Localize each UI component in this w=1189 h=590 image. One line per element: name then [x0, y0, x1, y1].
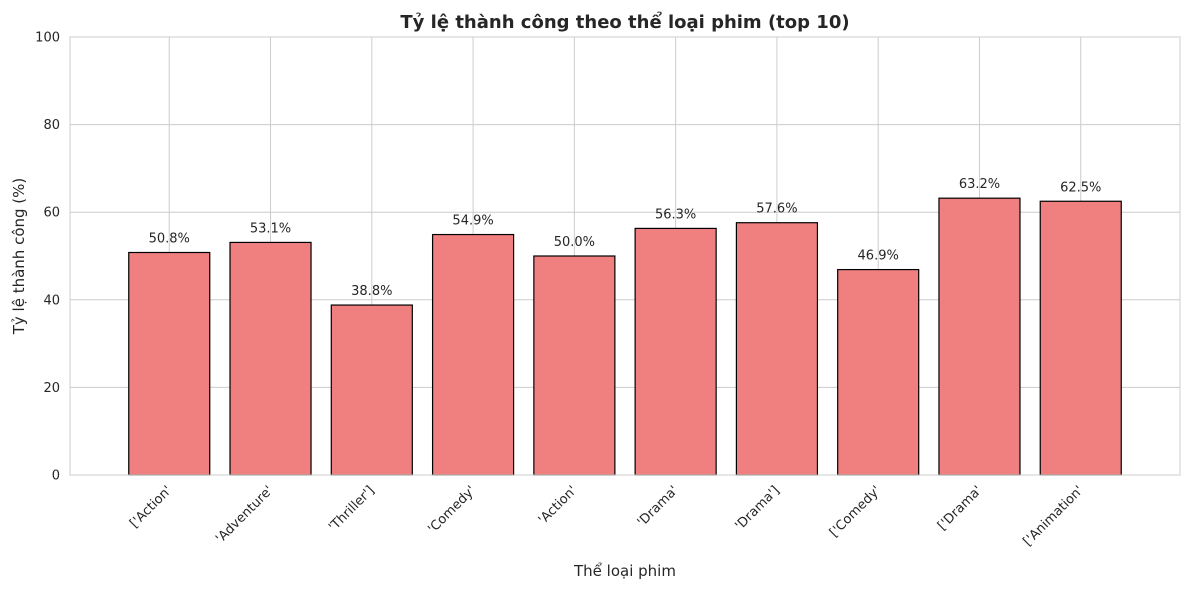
x-tick-label: ['Animation' [1020, 483, 1086, 549]
y-tick-label: 40 [43, 293, 60, 308]
x-tick-label: 'Drama' [635, 483, 682, 530]
bar-value-label: 46.9% [858, 249, 899, 264]
bar [1039, 200, 1122, 476]
bar [634, 227, 717, 476]
x-tick-labels: ['Action' 'Adventure' 'Thriller'] 'Comedy' '… [127, 483, 1087, 549]
data-labels: 50.8% 53.1% 38.8% 54.9% 50.0% 56.3% 57.6% 46.9%… [149, 177, 1102, 299]
bar-value-label: 63.2% [959, 177, 1000, 192]
plot-frame [69, 36, 1181, 476]
bar [735, 222, 819, 476]
bar [330, 304, 413, 476]
y-tick-label: 80 [43, 118, 60, 133]
y-tick-label: 0 [52, 469, 60, 484]
bar [533, 255, 616, 476]
chart-title: Tỷ lệ thành công theo thể loại phim (top… [400, 11, 849, 33]
x-tick-label: 'Thriller'] [326, 483, 378, 535]
x-tick-label: 'Adventure' [213, 483, 276, 546]
bar [938, 197, 1021, 476]
bar-value-label: 56.3% [655, 207, 696, 222]
bar [128, 251, 211, 476]
bars [128, 197, 1122, 476]
x-tick-label: 'Drama'] [732, 483, 782, 533]
bar-value-label: 54.9% [452, 214, 493, 229]
bar-value-label: 38.8% [351, 284, 392, 299]
bar-value-label: 50.0% [554, 235, 595, 250]
bar [837, 268, 920, 476]
x-tick-label: 'Action' [536, 483, 580, 527]
bar-value-label: 50.8% [149, 231, 190, 246]
x-tick-label: ['Comedy' [827, 483, 884, 540]
bar [229, 241, 312, 476]
bar-value-label: 57.6% [756, 202, 797, 217]
y-tick-label: 20 [43, 381, 60, 396]
x-tick-label: ['Drama' [935, 483, 985, 533]
x-tick-label: ['Action' [127, 483, 175, 531]
x-tick-label: 'Comedy' [425, 483, 479, 537]
x-axis-title: Thể loại phim [573, 562, 676, 580]
bar-value-label: 62.5% [1060, 180, 1101, 195]
y-tick-label: 100 [35, 31, 60, 46]
y-tick-labels: 0 20 40 60 80 100 [35, 31, 60, 484]
y-tick-label: 60 [43, 206, 60, 221]
y-axis-title: Tỷ lệ thành công (%) [10, 178, 28, 336]
bar-value-label: 53.1% [250, 221, 291, 236]
bar [431, 233, 515, 476]
